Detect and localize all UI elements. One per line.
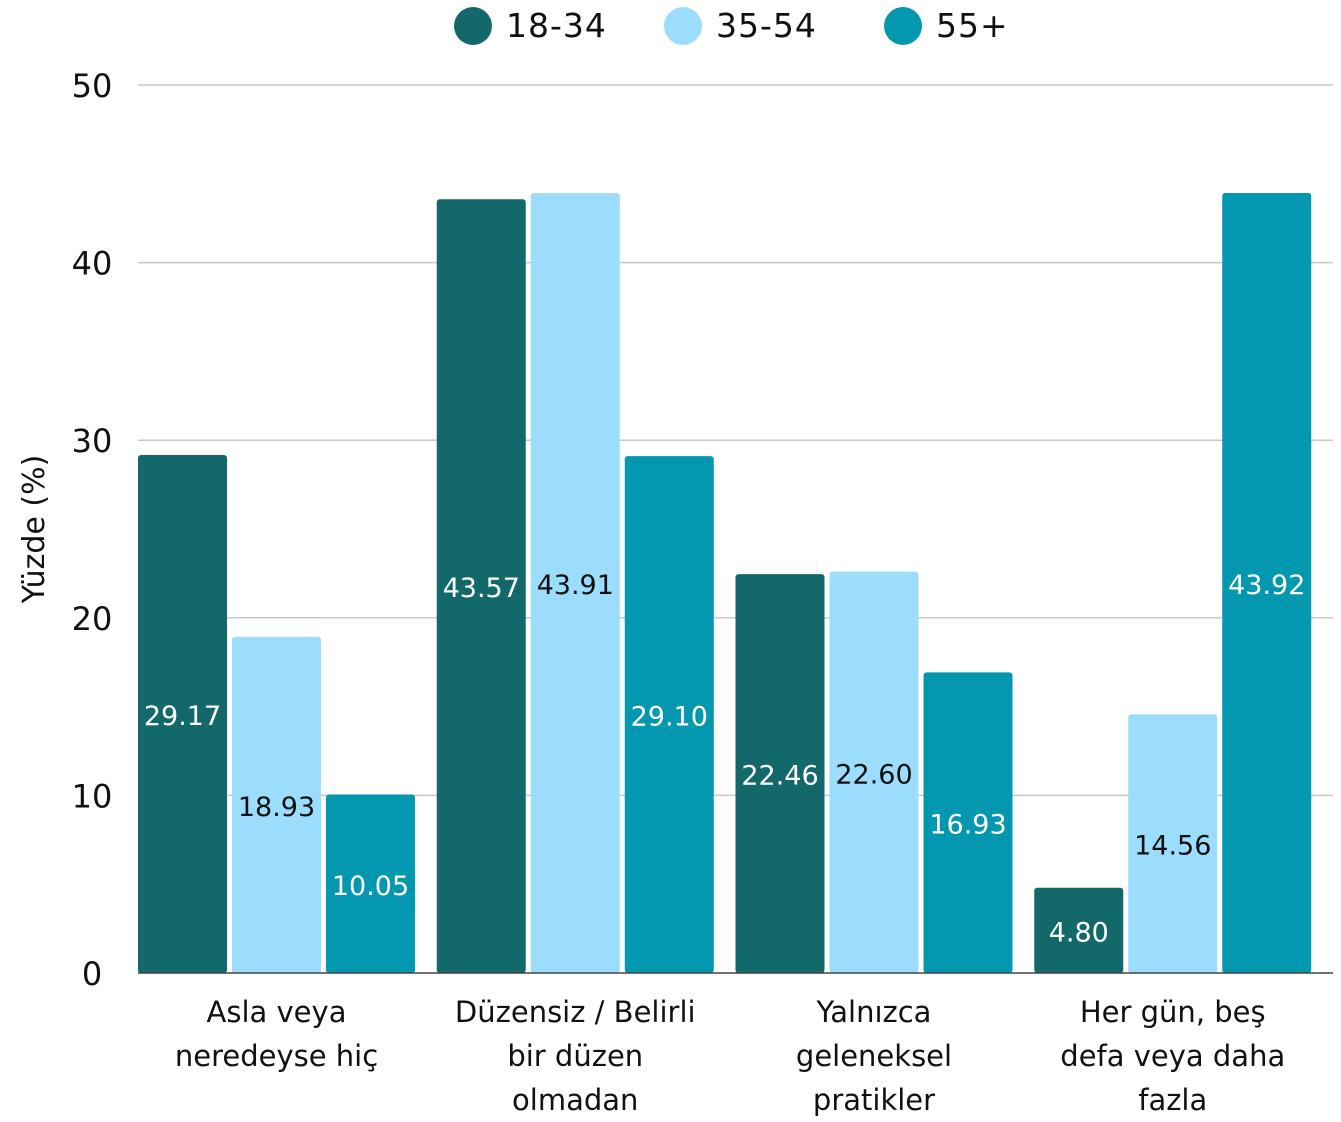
data-label-55+-0: 10.05 [332,871,409,902]
data-label-18-34-3: 4.80 [1049,917,1109,948]
legend-swatch-35-54 [664,6,702,45]
bar-18-34-3 [1034,887,1124,973]
legend-item-55-plus[interactable]: 55+ [884,6,1009,45]
legend-item-35-54[interactable]: 35-54 [664,6,817,45]
y-tick-label-50: 50 [72,67,113,105]
y-tick-label-0: 0 [82,955,102,993]
data-label-35-54-0: 18.93 [238,792,315,823]
bar-55+-3 [1222,192,1312,973]
legend-label-35-54: 35-54 [716,6,817,45]
x-tick-label-2-2: pratikler [813,1083,935,1117]
y-tick-label-30: 30 [72,422,113,460]
bar-18-34-0 [138,454,227,973]
y-axis-title: Yüzde (%) [17,455,52,605]
data-label-55+-1: 29.10 [631,702,708,733]
data-label-18-34-1: 43.57 [443,573,520,604]
bar-35-54-0 [232,636,321,973]
x-tick-label-1-2: olmadan [512,1083,638,1117]
y-tick-label-20: 20 [72,600,113,638]
bar-35-54-2 [829,571,919,973]
data-label-35-54-2: 22.60 [835,759,912,790]
x-tick-label-0-0: Asla veya [207,995,347,1029]
legend-swatch-18-34 [454,6,492,45]
data-label-35-54-1: 43.91 [537,570,614,601]
bar-35-54-1 [530,193,620,974]
x-tick-label-1-1: bir düzen [507,1039,643,1073]
bar-55+-0 [326,794,415,973]
x-tick-label-3-2: fazla [1138,1083,1207,1117]
bar-18-34-2 [735,574,825,973]
x-tick-label-2-0: Yalnızca [816,995,932,1029]
x-tick-label-1-0: Düzensiz / Belirli [455,995,696,1029]
data-label-55+-2: 16.93 [929,810,1006,841]
data-label-55+-3: 43.92 [1228,570,1305,601]
legend-label-18-34: 18-34 [506,6,607,45]
x-tick-label-3-1: defa veya daha [1060,1039,1285,1073]
data-label-35-54-3: 14.56 [1134,831,1211,862]
bar-35-54-3 [1128,714,1218,973]
x-tick-label-3-0: Her gün, beş [1080,995,1266,1029]
legend-label-55-plus: 55+ [936,6,1009,45]
legend-item-18-34[interactable]: 18-34 [454,6,607,45]
bar-55+-2 [923,672,1013,973]
y-tick-label-40: 40 [72,245,113,283]
x-tick-label-0-1: neredeyse hiç [175,1039,378,1073]
bar-55+-1 [624,456,714,974]
y-tick-label-10: 10 [72,777,113,815]
bar-18-34-1 [436,199,526,974]
legend-swatch-55-plus [884,6,922,45]
data-label-18-34-2: 22.46 [741,761,818,792]
data-label-18-34-0: 29.17 [144,701,221,732]
x-tick-label-2-1: geleneksel [796,1039,952,1073]
legend: 18-34 35-54 55+ [0,0,1341,50]
